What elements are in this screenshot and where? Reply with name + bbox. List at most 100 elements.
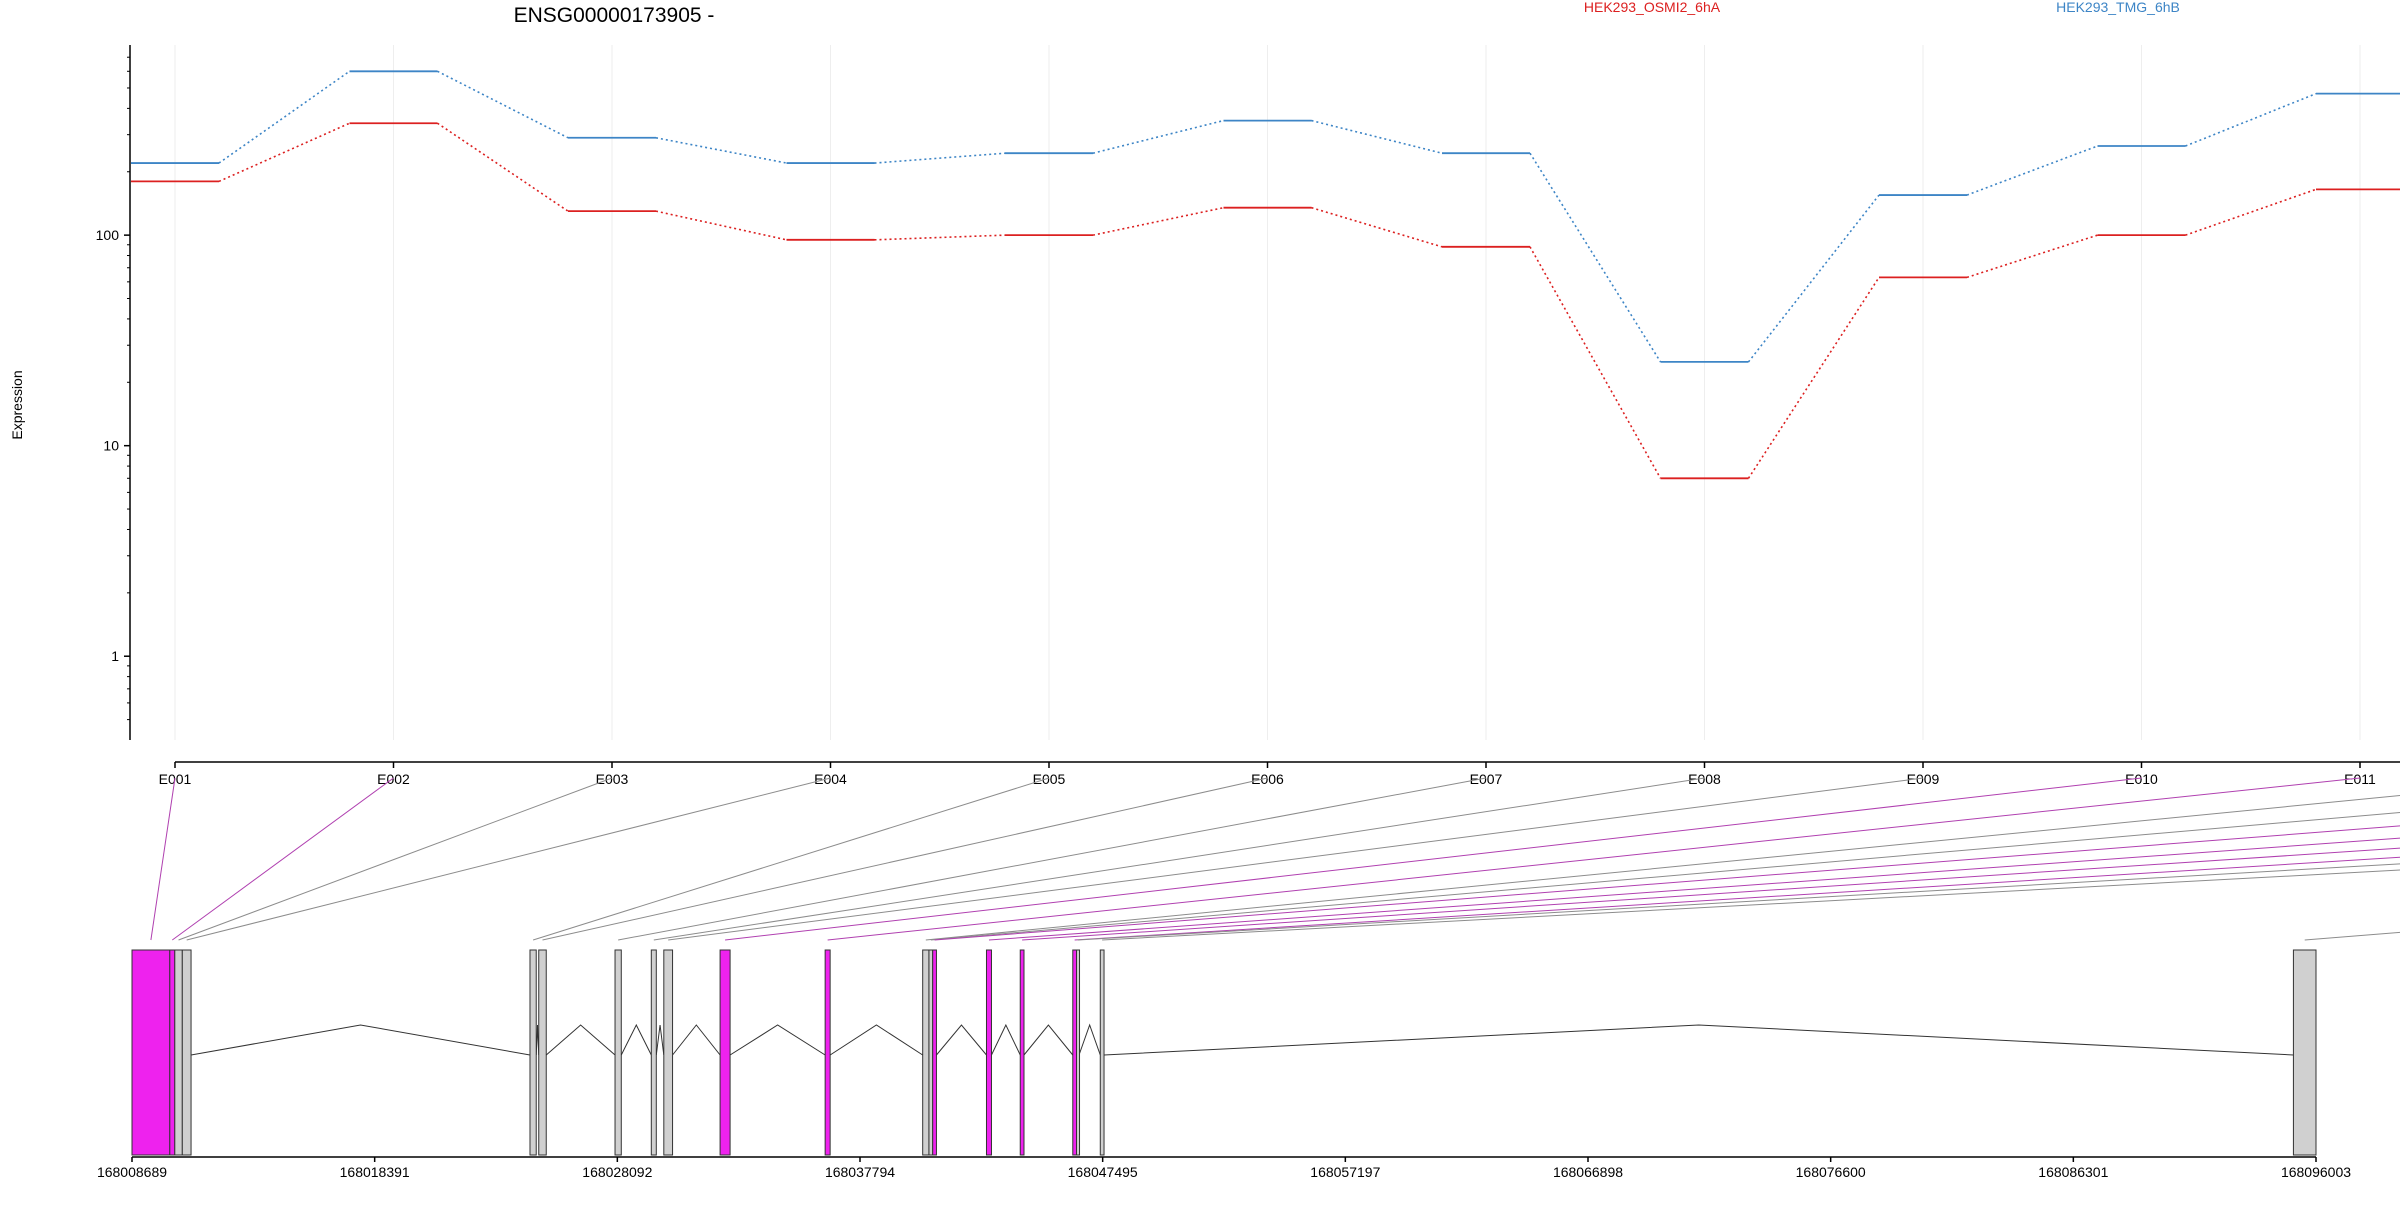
x-tick-label-e002: E002 [377, 771, 410, 787]
x-tick-label-e007: E007 [1470, 771, 1503, 787]
connector-e005 [532, 777, 1050, 941]
x-tick-label-e006: E006 [1251, 771, 1284, 787]
series-1-link [218, 70, 350, 164]
connector-e014 [934, 825, 2400, 941]
series-1-link [1747, 194, 1880, 363]
genomic-tick-label: 168076600 [1796, 1164, 1866, 1180]
intron [190, 1024, 531, 1056]
x-tick-label-e011: E011 [2344, 771, 2376, 787]
series-0-link [1311, 206, 1443, 248]
exon-e008 [650, 949, 657, 1156]
series-0-link [437, 122, 569, 212]
series-lines [131, 70, 2400, 480]
x-tick-label-e003: E003 [596, 771, 629, 787]
connector-e001 [150, 777, 176, 941]
exon-e005 [529, 949, 537, 1156]
exon-e017 [1072, 949, 1078, 1156]
series-1-link [1529, 152, 1662, 363]
intron [1078, 1023, 1101, 1056]
exon-e018 [1076, 949, 1081, 1156]
y-tick-label: 1 [111, 648, 119, 664]
connector-e003 [178, 777, 613, 941]
series-1 [131, 70, 2400, 363]
connector-e020 [2304, 931, 2400, 941]
exon-e014 [932, 949, 937, 1156]
series-1-link [1092, 119, 1224, 154]
connector-e008 [653, 777, 1705, 941]
intron [936, 1024, 987, 1056]
intron [829, 1024, 923, 1056]
series-0-link [2185, 188, 2317, 236]
exon-e016 [1019, 949, 1025, 1156]
exon-e009 [663, 949, 674, 1156]
series-1-link [437, 70, 569, 139]
exon-e011 [824, 949, 831, 1156]
connector-e011 [827, 777, 2361, 941]
exon-e006 [538, 949, 547, 1156]
connector-e009 [668, 777, 1924, 941]
connector-e010 [725, 777, 2142, 941]
intron [672, 1024, 721, 1056]
genomic-tick-label: 168086301 [2038, 1164, 2108, 1180]
grid [174, 45, 2361, 740]
y-tick-label: 100 [96, 227, 120, 243]
exon-e020 [2292, 949, 2317, 1156]
series-1-link [1311, 119, 1443, 154]
exon-e001 [131, 949, 171, 1156]
genomic-tick-label: 168028092 [582, 1164, 652, 1180]
gene-model: 168008689 168018391 168028092 168037794 1680… [97, 949, 2351, 1180]
genomic-tick-label: 168018391 [340, 1164, 410, 1180]
connector-e012 [925, 794, 2400, 941]
intron [991, 1023, 1021, 1056]
connector-e013 [930, 811, 2400, 941]
exon-e019 [1099, 949, 1105, 1156]
connector-e018 [1077, 863, 2400, 941]
connector-e016 [1022, 847, 2400, 941]
exon-e002 [169, 949, 176, 1156]
intron [1104, 1024, 2294, 1056]
series-0 [131, 122, 2400, 480]
exon-e013 [928, 949, 934, 1156]
genomic-tick-label: 168008689 [97, 1164, 167, 1180]
series-0-link [1092, 206, 1224, 236]
exon-e003 [174, 949, 183, 1156]
connector-e002 [172, 777, 394, 941]
x-tick-label-e005: E005 [1033, 771, 1066, 787]
y-tick-label: 10 [103, 438, 119, 454]
intron [655, 1024, 665, 1056]
series-1-link [1966, 145, 2098, 196]
genomic-tick-label: 168057197 [1310, 1164, 1380, 1180]
genomic-tick-label: 168047495 [1068, 1164, 1138, 1180]
genomic-tick-label: 168037794 [825, 1164, 895, 1180]
series-0-link [1529, 246, 1662, 479]
intron [545, 1024, 616, 1056]
y-axis-label: Expression [9, 370, 25, 439]
x-tick-label-e004: E004 [814, 771, 847, 787]
intron [620, 1023, 652, 1056]
connector-e015 [988, 837, 2400, 941]
series-0-link [1966, 234, 2098, 279]
connector-e004 [186, 777, 831, 941]
chart-title: ENSG00000173905 - [514, 4, 715, 27]
connector-e017 [1074, 856, 2400, 941]
x-tick-label-e008: E008 [1688, 771, 1721, 787]
genomic-tick-label: 168066898 [1553, 1164, 1623, 1180]
exon-e015 [985, 949, 992, 1156]
series-1-link [655, 136, 787, 164]
connector-e006 [542, 777, 1268, 941]
series-0-link [1747, 276, 1880, 479]
series-1-link [874, 152, 1006, 164]
series-0-link [218, 122, 350, 183]
connector-e019 [1102, 869, 2400, 941]
intron [729, 1024, 826, 1056]
exon-e004 [181, 949, 192, 1156]
series-0-link [874, 234, 1006, 241]
legend-item-tmg: HEK293_TMG_6hB [2056, 0, 2180, 15]
connector-e007 [618, 777, 1487, 941]
exon-e010 [719, 949, 731, 1156]
x-tick-label-e009: E009 [1907, 771, 1940, 787]
x-tick-label-e010: E010 [2125, 771, 2158, 787]
